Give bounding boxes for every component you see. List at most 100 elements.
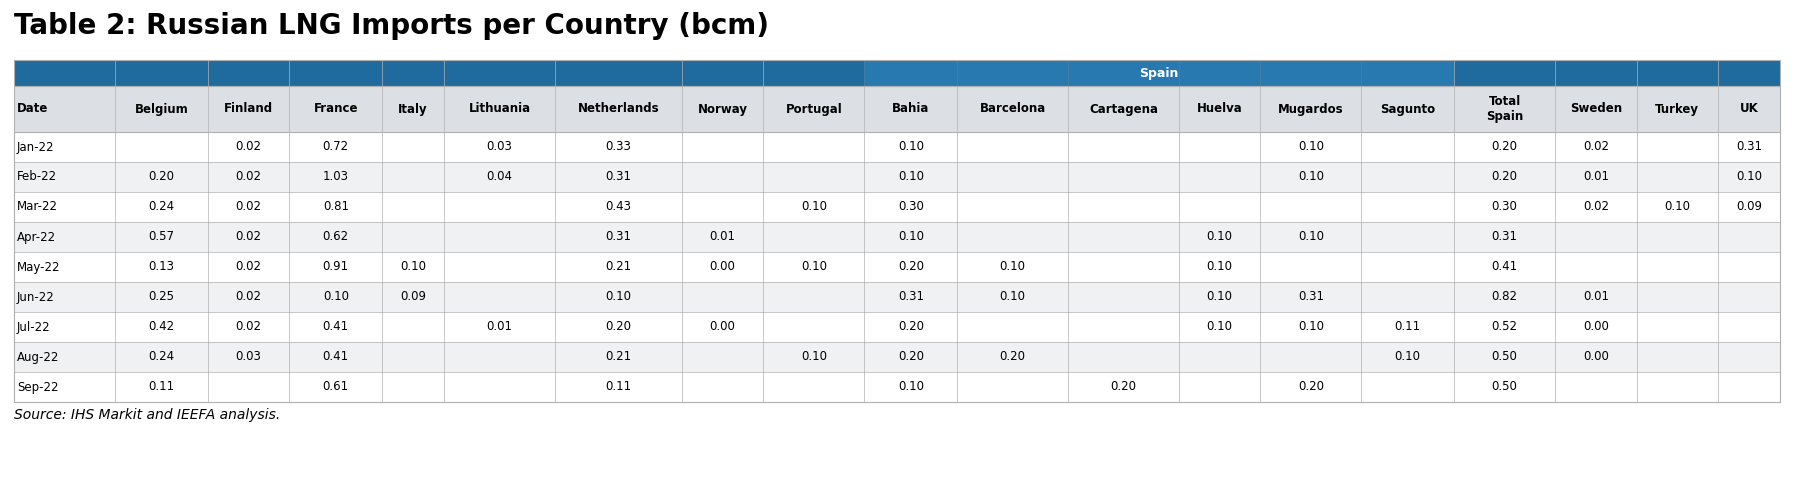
Text: Sep-22: Sep-22 bbox=[16, 381, 59, 394]
Text: Huelva: Huelva bbox=[1197, 103, 1243, 116]
Text: 0.20: 0.20 bbox=[1491, 141, 1518, 154]
Text: 0.10: 0.10 bbox=[897, 230, 924, 243]
Text: Cartagena: Cartagena bbox=[1089, 103, 1157, 116]
Text: 0.33: 0.33 bbox=[606, 141, 631, 154]
Text: 0.10: 0.10 bbox=[999, 261, 1026, 274]
Text: 0.02: 0.02 bbox=[235, 141, 262, 154]
Text: 0.10: 0.10 bbox=[1297, 141, 1324, 154]
Text: Jul-22: Jul-22 bbox=[16, 321, 50, 334]
Text: 0.24: 0.24 bbox=[149, 201, 174, 214]
Text: 0.52: 0.52 bbox=[1491, 321, 1518, 334]
Text: 0.02: 0.02 bbox=[235, 321, 262, 334]
Text: Mar-22: Mar-22 bbox=[16, 201, 57, 214]
Text: Feb-22: Feb-22 bbox=[16, 170, 57, 183]
Text: 0.50: 0.50 bbox=[1493, 350, 1518, 363]
Bar bbox=[14, 132, 1780, 162]
Text: Belgium: Belgium bbox=[135, 103, 188, 116]
Text: 0.30: 0.30 bbox=[1493, 201, 1518, 214]
Text: Barcelona: Barcelona bbox=[980, 103, 1046, 116]
Text: 0.10: 0.10 bbox=[1394, 350, 1421, 363]
Text: 0.21: 0.21 bbox=[605, 350, 631, 363]
Text: 0.00: 0.00 bbox=[710, 261, 736, 274]
Text: 0.10: 0.10 bbox=[999, 290, 1026, 303]
Text: 0.57: 0.57 bbox=[149, 230, 174, 243]
Text: 0.20: 0.20 bbox=[1297, 381, 1324, 394]
Text: Mugardos: Mugardos bbox=[1277, 103, 1344, 116]
Text: Source: IHS Markit and IEEFA analysis.: Source: IHS Markit and IEEFA analysis. bbox=[14, 408, 280, 422]
Text: 0.10: 0.10 bbox=[1207, 290, 1232, 303]
Bar bbox=[14, 192, 1780, 222]
Text: 0.00: 0.00 bbox=[1582, 321, 1609, 334]
Text: 0.11: 0.11 bbox=[149, 381, 174, 394]
Text: Sagunto: Sagunto bbox=[1380, 103, 1435, 116]
Text: 1.03: 1.03 bbox=[323, 170, 348, 183]
Text: 0.25: 0.25 bbox=[149, 290, 174, 303]
Text: Aug-22: Aug-22 bbox=[16, 350, 59, 363]
Text: Bahia: Bahia bbox=[892, 103, 929, 116]
Text: 0.41: 0.41 bbox=[1491, 261, 1518, 274]
Text: 0.20: 0.20 bbox=[1110, 381, 1136, 394]
Text: 0.20: 0.20 bbox=[605, 321, 631, 334]
Text: 0.00: 0.00 bbox=[1582, 350, 1609, 363]
Text: 0.31: 0.31 bbox=[897, 290, 924, 303]
Text: Table 2: Russian LNG Imports per Country (bcm): Table 2: Russian LNG Imports per Country… bbox=[14, 12, 770, 40]
Text: 0.10: 0.10 bbox=[1297, 321, 1324, 334]
Text: 0.00: 0.00 bbox=[710, 321, 736, 334]
Text: Finland: Finland bbox=[224, 103, 273, 116]
Text: 0.41: 0.41 bbox=[323, 321, 348, 334]
Text: 0.31: 0.31 bbox=[605, 170, 631, 183]
Text: 0.04: 0.04 bbox=[486, 170, 513, 183]
Text: Lithuania: Lithuania bbox=[468, 103, 531, 116]
Text: 0.42: 0.42 bbox=[149, 321, 174, 334]
Text: Italy: Italy bbox=[398, 103, 429, 116]
Text: 0.02: 0.02 bbox=[1582, 201, 1609, 214]
Text: 0.10: 0.10 bbox=[605, 290, 631, 303]
Text: Norway: Norway bbox=[698, 103, 748, 116]
Text: 0.01: 0.01 bbox=[486, 321, 513, 334]
Text: May-22: May-22 bbox=[16, 261, 61, 274]
Text: Netherlands: Netherlands bbox=[578, 103, 658, 116]
Text: 0.31: 0.31 bbox=[1491, 230, 1518, 243]
Text: 0.20: 0.20 bbox=[897, 321, 924, 334]
Text: 0.02: 0.02 bbox=[235, 261, 262, 274]
Text: 0.10: 0.10 bbox=[323, 290, 348, 303]
Text: 0.20: 0.20 bbox=[897, 350, 924, 363]
Text: 0.02: 0.02 bbox=[235, 290, 262, 303]
Text: 0.31: 0.31 bbox=[1297, 290, 1324, 303]
Text: 0.31: 0.31 bbox=[1737, 141, 1762, 154]
Bar bbox=[14, 282, 1780, 312]
Text: 0.31: 0.31 bbox=[605, 230, 631, 243]
Text: 0.43: 0.43 bbox=[605, 201, 631, 214]
Text: France: France bbox=[314, 103, 359, 116]
Text: 0.10: 0.10 bbox=[1665, 201, 1690, 214]
Text: Date: Date bbox=[16, 103, 48, 116]
Bar bbox=[14, 342, 1780, 372]
Text: Apr-22: Apr-22 bbox=[16, 230, 56, 243]
Text: UK: UK bbox=[1740, 103, 1758, 116]
Text: 0.21: 0.21 bbox=[605, 261, 631, 274]
Text: Spain: Spain bbox=[1139, 67, 1179, 80]
Text: Turkey: Turkey bbox=[1656, 103, 1699, 116]
Text: 0.02: 0.02 bbox=[1582, 141, 1609, 154]
Text: 0.09: 0.09 bbox=[400, 290, 427, 303]
Text: 0.10: 0.10 bbox=[800, 261, 827, 274]
Text: 0.62: 0.62 bbox=[323, 230, 348, 243]
Text: 0.01: 0.01 bbox=[710, 230, 736, 243]
Text: 0.11: 0.11 bbox=[605, 381, 631, 394]
Text: 0.02: 0.02 bbox=[235, 230, 262, 243]
Bar bbox=[14, 162, 1780, 192]
Bar bbox=[14, 222, 1780, 252]
Text: 0.11: 0.11 bbox=[1394, 321, 1421, 334]
Text: 0.10: 0.10 bbox=[1207, 230, 1232, 243]
Text: 0.10: 0.10 bbox=[1737, 170, 1762, 183]
Bar bbox=[14, 252, 1780, 282]
Text: 0.13: 0.13 bbox=[149, 261, 174, 274]
Text: 0.24: 0.24 bbox=[149, 350, 174, 363]
Text: 0.10: 0.10 bbox=[897, 141, 924, 154]
Text: Sweden: Sweden bbox=[1570, 103, 1622, 116]
Text: 0.01: 0.01 bbox=[1582, 170, 1609, 183]
Text: 0.41: 0.41 bbox=[323, 350, 348, 363]
Text: 0.10: 0.10 bbox=[400, 261, 427, 274]
Text: 0.10: 0.10 bbox=[1207, 321, 1232, 334]
Text: 0.02: 0.02 bbox=[235, 201, 262, 214]
